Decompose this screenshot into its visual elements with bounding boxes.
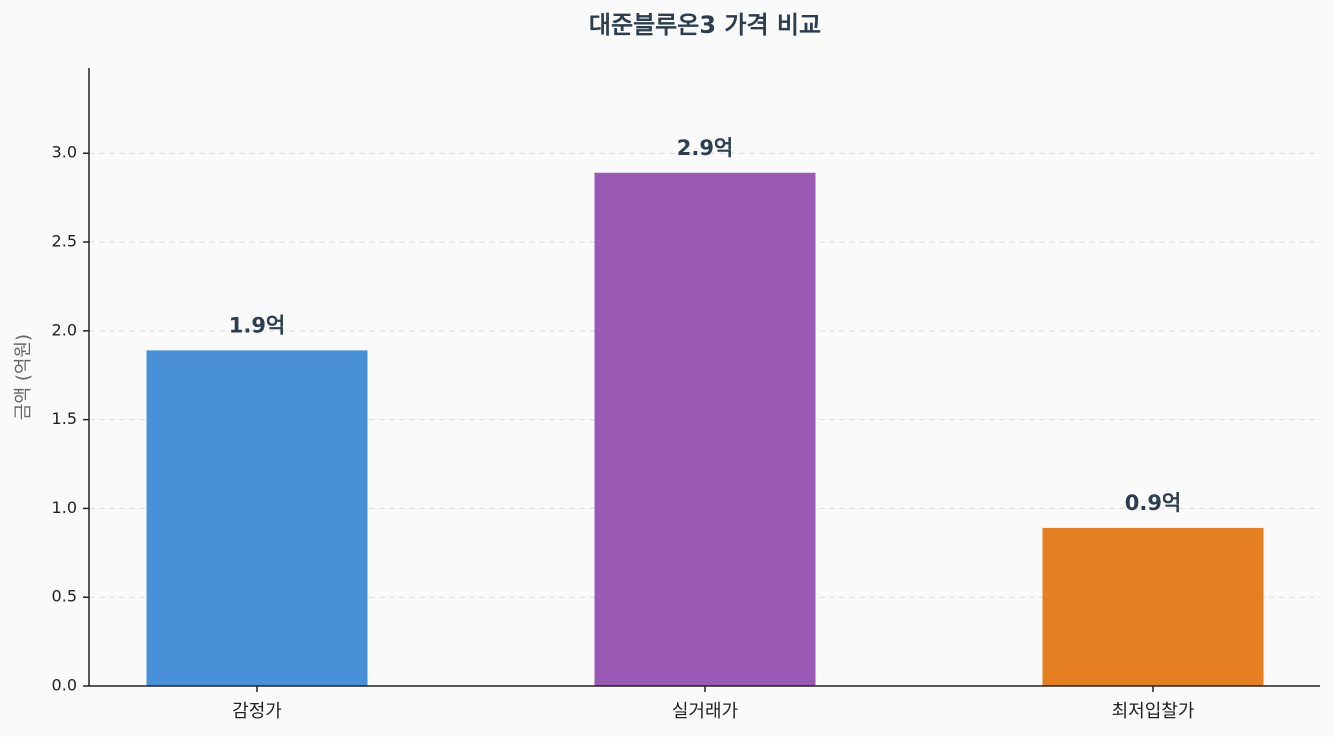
value-label: 1.9억 xyxy=(229,313,286,337)
y-tick-label: 2.5 xyxy=(52,232,77,251)
y-tick-label: 1.5 xyxy=(52,409,77,428)
y-tick-label: 0.0 xyxy=(52,676,77,695)
bar xyxy=(594,172,816,686)
chart-title: 대준블루온3 가격 비교 xyxy=(589,11,821,39)
y-tick-label: 2.0 xyxy=(52,320,77,339)
y-axis-label: 금액 (억원) xyxy=(13,334,34,420)
y-tick-label: 3.0 xyxy=(52,143,77,162)
y-tick-label: 0.5 xyxy=(52,587,77,606)
x-tick-label: 최저입찰가 xyxy=(1112,701,1195,722)
value-label: 2.9억 xyxy=(677,136,734,160)
bar xyxy=(146,350,368,686)
y-tick-label: 1.0 xyxy=(52,498,77,517)
x-tick-label: 감정가 xyxy=(232,701,282,722)
x-tick-label: 실거래가 xyxy=(672,701,738,722)
value-label: 0.9억 xyxy=(1125,491,1182,515)
bar xyxy=(1042,527,1264,686)
